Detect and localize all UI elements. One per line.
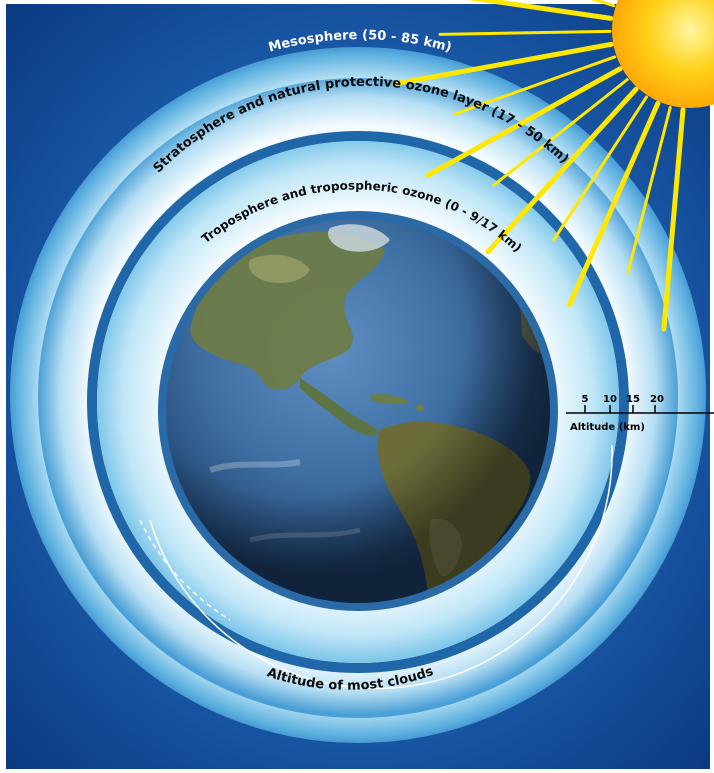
sun-ray [492,78,629,187]
earth-globe-icon [166,219,550,603]
sun-ray [567,100,661,308]
scale-tick-label-15: 15 [626,394,640,405]
sun-ray [467,0,614,21]
altitude-scale: 5 10 15 20 Altitude (km) [566,394,714,433]
troposphere-boundary-ring [87,131,629,673]
sun-ray [552,95,648,242]
sun-ray [438,29,612,36]
sun-disc [612,0,714,108]
scale-axis-label: Altitude (km) [570,422,645,433]
scale-tick-label-5: 5 [582,394,589,405]
sun-ray [392,41,614,87]
scale-tick-label-20: 20 [650,394,664,405]
cloud-altitude-dashed [139,519,231,621]
cloud-altitude-line [149,444,613,690]
sun-ray [661,107,686,332]
sun-icon [392,0,714,332]
sun-ray [485,86,639,255]
scale-tick-label-10: 10 [603,394,617,405]
sun-ray [626,106,672,274]
sun-ray [425,66,623,178]
sun-ray [453,55,617,116]
